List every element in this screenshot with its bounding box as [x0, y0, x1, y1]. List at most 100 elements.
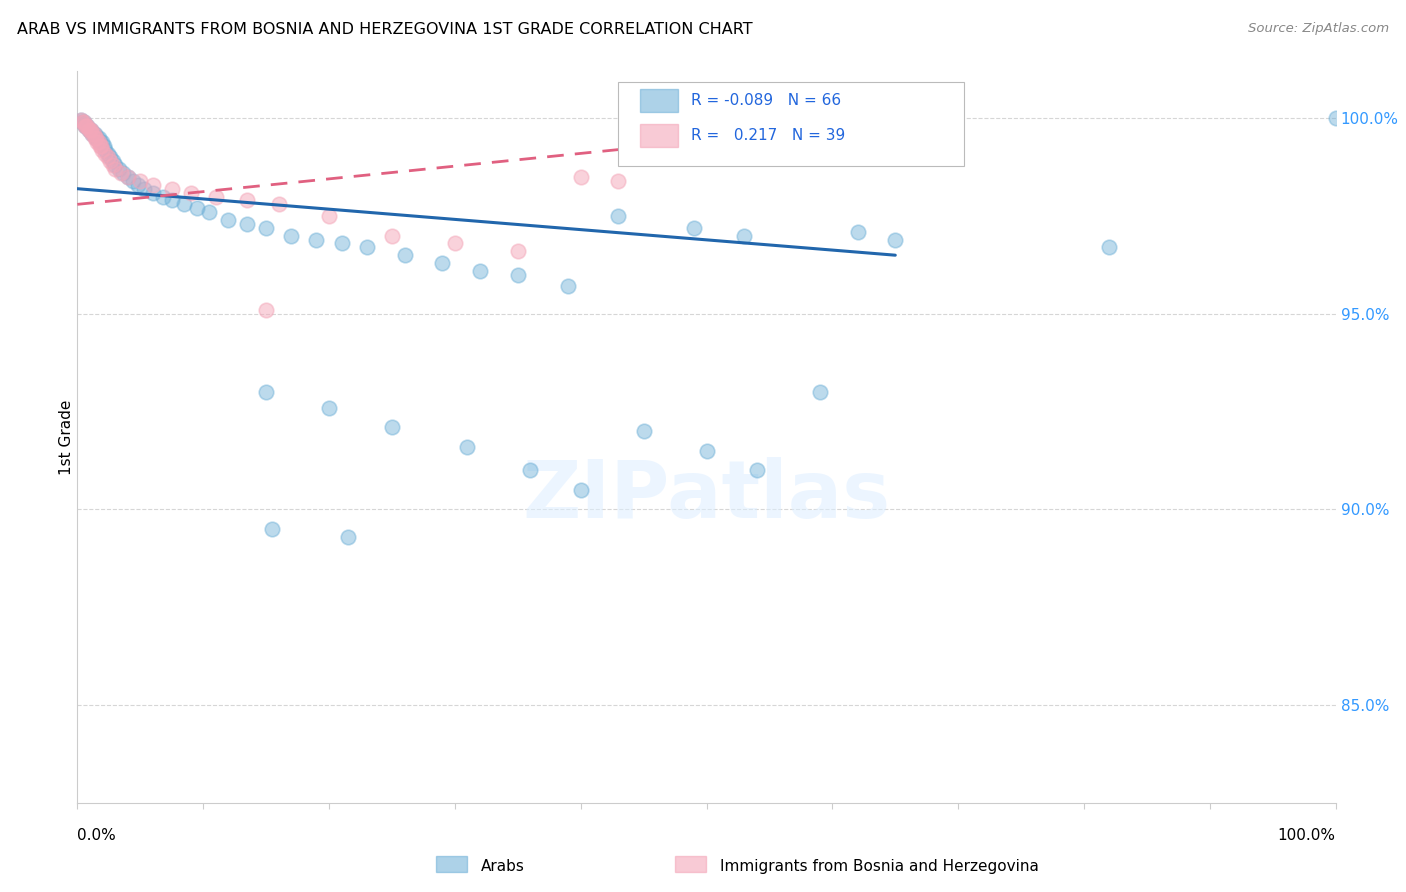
Point [77, 123, 100, 137]
Point [94, 146, 117, 161]
Point [506, 244, 529, 259]
Point [132, 182, 155, 196]
Point [90, 138, 112, 153]
Point [745, 463, 768, 477]
Point [84, 131, 107, 145]
Point [607, 209, 630, 223]
Point [72, 115, 94, 129]
Point [305, 233, 328, 247]
Point [84, 131, 107, 145]
Point [506, 268, 529, 282]
Point [186, 201, 208, 215]
Point [381, 420, 404, 434]
Point [519, 463, 541, 477]
Text: Arabs: Arabs [481, 859, 524, 873]
Point [683, 220, 706, 235]
Point [73, 119, 96, 133]
Point [76, 119, 98, 133]
Point [72, 115, 94, 129]
Point [557, 279, 579, 293]
Point [254, 302, 277, 317]
Text: 0.0%: 0.0% [77, 829, 117, 844]
Point [91, 143, 114, 157]
Point [280, 228, 302, 243]
Point [381, 228, 404, 243]
Point [70, 113, 93, 128]
Text: ARAB VS IMMIGRANTS FROM BOSNIA AND HERZEGOVINA 1ST GRADE CORRELATION CHART: ARAB VS IMMIGRANTS FROM BOSNIA AND HERZE… [17, 22, 752, 37]
Point [76, 119, 98, 133]
Point [117, 169, 139, 184]
Point [318, 401, 340, 415]
Point [1324, 112, 1347, 126]
Point [104, 158, 127, 172]
Text: Immigrants from Bosnia and Herzegovina: Immigrants from Bosnia and Herzegovina [720, 859, 1039, 873]
Point [89, 138, 111, 153]
Point [236, 194, 259, 208]
Point [173, 197, 195, 211]
Point [254, 385, 277, 400]
Point [318, 209, 340, 223]
Point [108, 162, 131, 177]
Point [468, 264, 491, 278]
Point [633, 424, 655, 438]
Point [884, 233, 907, 247]
Point [94, 143, 117, 157]
Point [733, 228, 755, 243]
Point [262, 522, 284, 536]
Point [180, 186, 202, 200]
Point [98, 150, 121, 164]
Point [96, 150, 118, 164]
Point [111, 166, 134, 180]
Text: Source: ZipAtlas.com: Source: ZipAtlas.com [1249, 22, 1389, 36]
Point [444, 236, 467, 251]
Point [93, 138, 115, 153]
Point [75, 119, 97, 133]
FancyBboxPatch shape [619, 82, 965, 167]
Point [117, 169, 139, 184]
Point [101, 154, 124, 169]
Point [75, 119, 97, 133]
Point [83, 127, 105, 141]
Point [330, 236, 353, 251]
Point [83, 127, 105, 141]
Point [86, 135, 108, 149]
Point [160, 182, 183, 196]
Point [198, 205, 221, 219]
Text: ZIPatlas: ZIPatlas [523, 457, 890, 534]
Point [72, 115, 94, 129]
Point [142, 178, 165, 192]
Point [456, 440, 478, 454]
Point [336, 530, 359, 544]
Point [98, 154, 121, 169]
Point [356, 240, 378, 254]
Point [101, 158, 124, 172]
Point [87, 131, 110, 145]
Text: 100.0%: 100.0% [1278, 829, 1336, 844]
Text: R =   0.217   N = 39: R = 0.217 N = 39 [692, 128, 845, 144]
Point [204, 189, 226, 203]
Point [84, 131, 107, 145]
Point [127, 178, 149, 192]
FancyBboxPatch shape [640, 89, 678, 112]
Point [87, 135, 110, 149]
Point [91, 135, 114, 149]
Point [254, 220, 277, 235]
Point [121, 174, 143, 188]
Point [607, 174, 630, 188]
Point [846, 225, 869, 239]
Point [86, 131, 108, 145]
Y-axis label: 1st Grade: 1st Grade [59, 400, 75, 475]
Point [89, 135, 111, 149]
Point [82, 127, 104, 141]
Point [72, 115, 94, 129]
Point [569, 169, 592, 184]
Point [217, 213, 239, 227]
Point [79, 123, 101, 137]
Point [432, 256, 454, 270]
Point [152, 189, 174, 203]
Point [82, 127, 104, 141]
FancyBboxPatch shape [640, 124, 678, 147]
Point [236, 217, 259, 231]
Point [1098, 240, 1121, 254]
Text: R = -0.089   N = 66: R = -0.089 N = 66 [692, 93, 842, 108]
